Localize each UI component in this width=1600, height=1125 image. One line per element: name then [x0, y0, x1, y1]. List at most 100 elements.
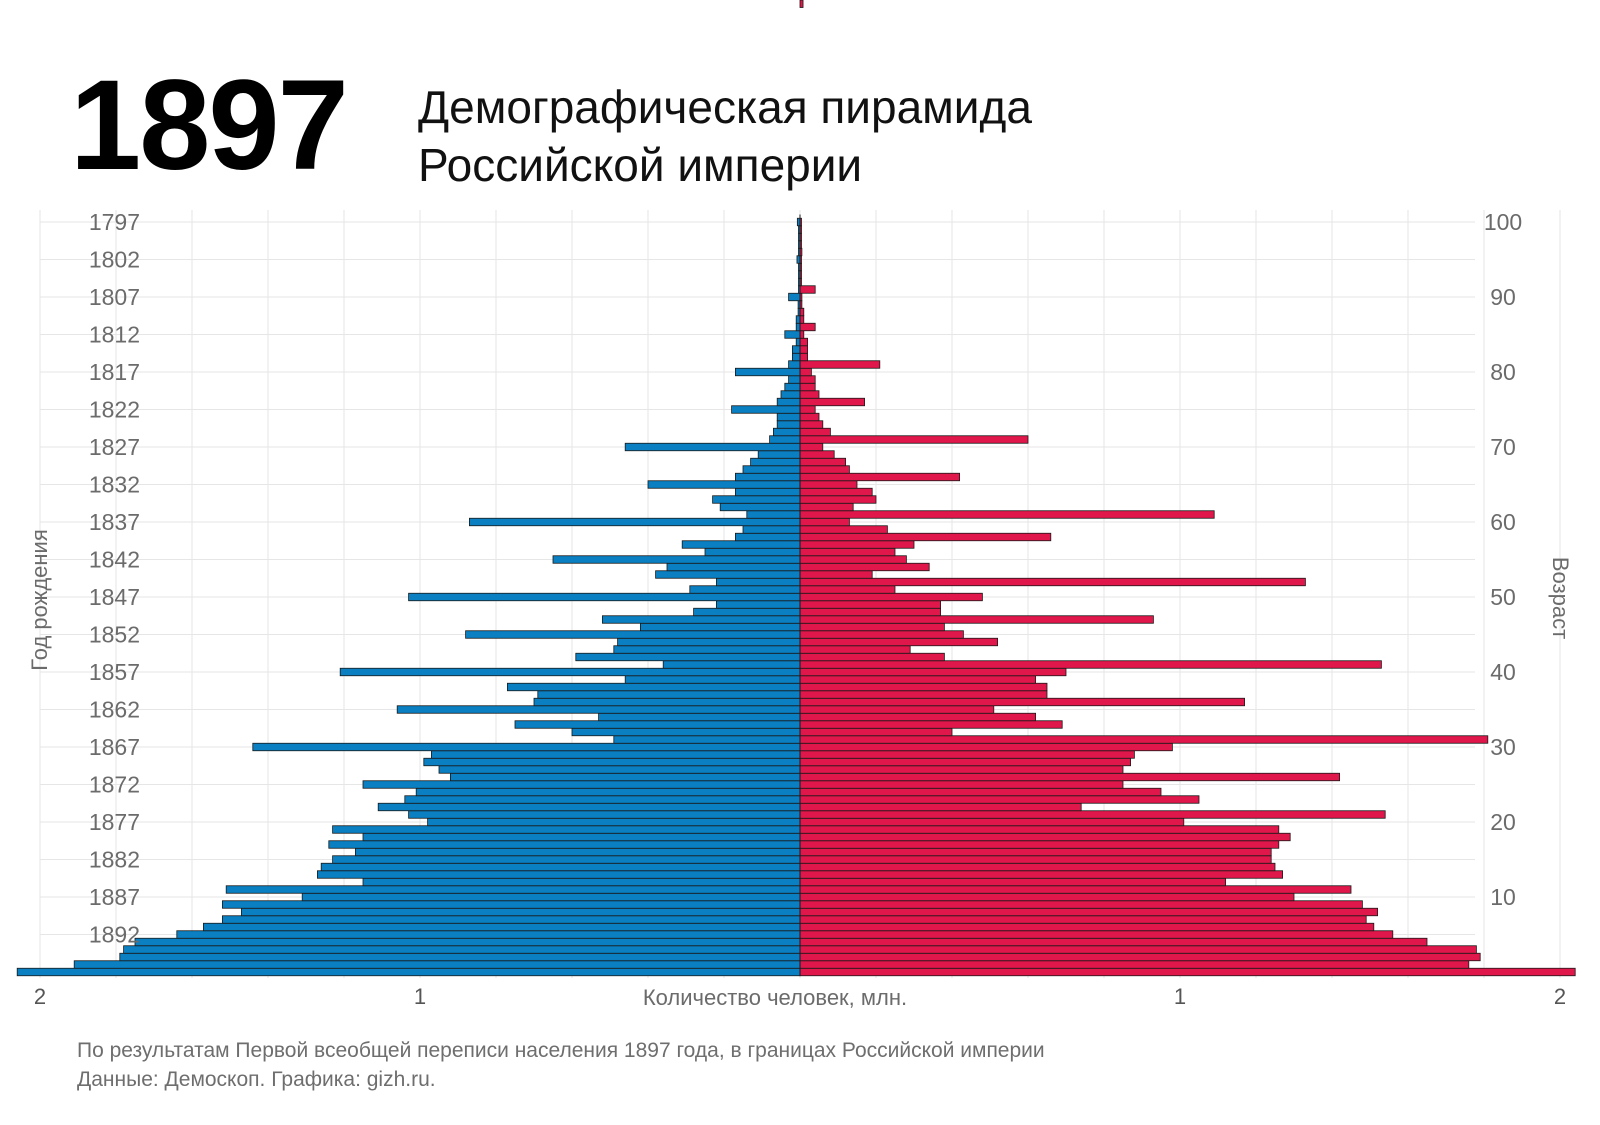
bar-female-age-2: [799, 952, 1481, 962]
bar-male-age-10: [301, 892, 801, 902]
bar-female-age-83: [799, 345, 808, 354]
bar-male-age-49: [716, 600, 801, 609]
bar-female-age-85: [799, 330, 805, 339]
birth-year-tick-label: 1807: [89, 284, 140, 310]
bar-male-age-70: [624, 442, 801, 452]
bar-female-age-18: [799, 832, 1291, 842]
bar-male-age-75: [731, 405, 801, 414]
bar-female-age-10: [799, 892, 1295, 902]
bar-male-age-66: [735, 472, 801, 482]
bar-female-age-49: [799, 600, 942, 609]
age-tick-label: 100: [1484, 209, 1522, 235]
bar-male-age-45: [465, 630, 801, 639]
bar-female-age-62: [799, 502, 854, 512]
bar-female-age-3: [799, 945, 1477, 954]
bar-male-age-41: [662, 660, 801, 669]
bar-male-age-20: [427, 817, 801, 827]
bar-male-age-43: [613, 645, 801, 654]
bar-male-age-56: [704, 547, 801, 557]
bar-male-age-64: [735, 487, 801, 497]
bar-male-age-52: [716, 577, 801, 587]
bar-female-age-undefined: [799, 0, 804, 8]
bar-male-age-81: [788, 360, 801, 369]
bar-male-age-60: [468, 517, 801, 527]
bar-female-age-56: [799, 547, 896, 557]
bar-male-age-90: [788, 292, 801, 302]
bar-female-age-74: [799, 412, 820, 422]
bar-female-age-33: [799, 720, 1063, 729]
bar-male-age-77: [780, 390, 801, 399]
bar-male-age-80: [735, 367, 801, 377]
bar-female-age-81: [799, 360, 881, 369]
bar-female-age-48: [799, 607, 942, 617]
bar-female-age-54: [799, 562, 930, 572]
bar-male-age-84: [795, 337, 801, 347]
bar-female-age-12: [799, 877, 1227, 887]
bar-male-age-18: [362, 832, 801, 842]
bar-male-age-59: [742, 525, 801, 534]
bar-male-age-22: [377, 802, 801, 812]
bar-female-age-24: [799, 787, 1162, 797]
bar-female-age-27: [799, 765, 1124, 774]
bar-female-age-50: [799, 592, 983, 602]
bar-female-age-26: [799, 772, 1340, 782]
bar-female-age-79: [799, 375, 816, 384]
bar-male-age-55: [552, 555, 801, 564]
bar-male-age-58: [735, 532, 801, 542]
bar-male-age-8: [240, 907, 801, 917]
bar-female-age-40: [799, 667, 1067, 677]
birth-year-tick-label: 1832: [89, 472, 140, 498]
axis-ticks: 1797180218071812181718221827183218371842…: [34, 209, 1566, 1009]
birth-year-tick-label: 1812: [89, 322, 140, 348]
bar-female-age-13: [799, 870, 1284, 879]
bar-male-age-21: [408, 810, 801, 819]
bar-female-age-42: [799, 652, 945, 662]
bar-male-age-12: [362, 877, 801, 887]
bar-female-age-0: [799, 967, 1576, 977]
y-axis-title-right: Возраст: [1548, 557, 1573, 639]
bar-female-age-32: [799, 727, 953, 737]
bar-male-age-54: [666, 562, 801, 572]
bar-female-age-78: [799, 382, 816, 392]
bar-female-age-68: [799, 457, 846, 467]
bar-female-age-29: [799, 750, 1135, 759]
bar-male-age-2: [119, 952, 801, 962]
bar-male-age-67: [742, 465, 801, 474]
birth-year-tick-label: 1797: [89, 209, 140, 235]
bar-male-age-63: [712, 495, 801, 504]
bar-female-age-87: [799, 315, 805, 324]
bar-female-age-45: [799, 630, 964, 639]
bar-male-age-16: [354, 847, 801, 857]
bar-male-age-7: [221, 915, 801, 924]
bar-male-age-1: [73, 960, 801, 969]
birth-year-tick-label: 1837: [89, 509, 140, 535]
bar-male-age-31: [613, 735, 801, 744]
bar-female-age-28: [799, 757, 1132, 767]
birth-year-tick-label: 1852: [89, 622, 140, 648]
y-axis-title-left: Год рождения: [27, 529, 52, 671]
bar-male-age-82: [792, 352, 801, 362]
birth-year-tick-label: 1882: [89, 847, 140, 873]
bar-female-age-80: [799, 367, 812, 377]
bar-male-age-35: [396, 705, 801, 714]
bar-female-age-46: [799, 622, 945, 632]
bar-female-age-8: [799, 907, 1378, 917]
bar-female-age-57: [799, 540, 915, 549]
big-year-label: 1897: [70, 54, 349, 197]
bar-female-age-21: [799, 810, 1386, 819]
bar-male-age-78: [784, 382, 801, 392]
footer-source-note: По результатам Первой всеобщей переписи …: [77, 1039, 1045, 1062]
birth-year-tick-label: 1857: [89, 659, 140, 685]
bar-female-age-38: [799, 682, 1048, 692]
age-tick-label: 70: [1490, 434, 1516, 460]
bar-female-age-43: [799, 645, 911, 654]
bar-female-age-31: [799, 735, 1489, 744]
title-line-1: Демографическая пирамида: [418, 81, 1032, 133]
birth-year-tick-label: 1862: [89, 697, 140, 723]
bar-male-age-44: [617, 637, 801, 647]
footer-credits: Данные: Демоскоп. Графика: gizh.ru.: [77, 1068, 436, 1091]
bar-female-age-72: [799, 427, 831, 437]
bar-male-age-29: [430, 750, 801, 759]
age-tick-label: 30: [1490, 734, 1516, 760]
